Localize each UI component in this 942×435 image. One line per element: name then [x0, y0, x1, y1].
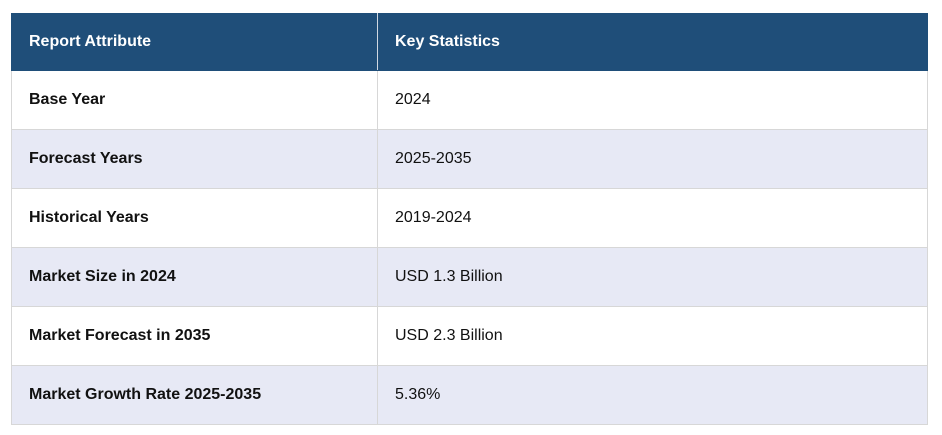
table-row: Market Forecast in 2035 USD 2.3 Billion: [11, 306, 928, 366]
attribute-cell: Market Growth Rate 2025-2035: [11, 365, 378, 425]
attribute-cell: Base Year: [11, 70, 378, 130]
table-row: Historical Years 2019-2024: [11, 188, 928, 248]
value-cell: USD 1.3 Billion: [377, 247, 928, 307]
table-row: Forecast Years 2025-2035: [11, 129, 928, 189]
value-cell: 2024: [377, 70, 928, 130]
report-statistics-table: Report Attribute Key Statistics Base Yea…: [11, 13, 928, 425]
value-cell: 2025-2035: [377, 129, 928, 189]
value-cell: 2019-2024: [377, 188, 928, 248]
attribute-cell: Forecast Years: [11, 129, 378, 189]
attribute-cell: Historical Years: [11, 188, 378, 248]
value-cell: 5.36%: [377, 365, 928, 425]
header-row: Report Attribute Key Statistics: [11, 13, 928, 71]
attribute-cell: Market Size in 2024: [11, 247, 378, 307]
header-report-attribute: Report Attribute: [11, 13, 378, 71]
table-body: Base Year 2024 Forecast Years 2025-2035 …: [11, 70, 928, 425]
table-header: Report Attribute Key Statistics: [11, 13, 928, 71]
table-row: Base Year 2024: [11, 70, 928, 130]
table-row: Market Size in 2024 USD 1.3 Billion: [11, 247, 928, 307]
value-cell: USD 2.3 Billion: [377, 306, 928, 366]
header-key-statistics: Key Statistics: [377, 13, 928, 71]
table-row: Market Growth Rate 2025-2035 5.36%: [11, 365, 928, 425]
attribute-cell: Market Forecast in 2035: [11, 306, 378, 366]
